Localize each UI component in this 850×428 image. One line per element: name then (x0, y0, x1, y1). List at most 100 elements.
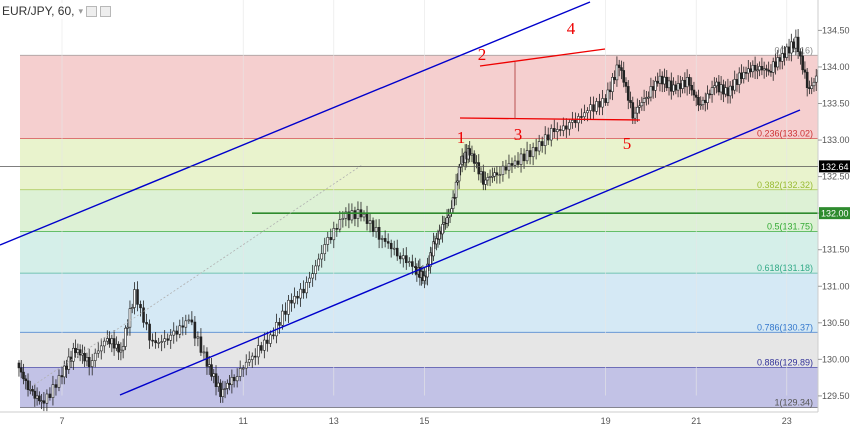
candle-body (771, 61, 775, 73)
candle-body (546, 134, 550, 141)
candle-body (235, 376, 239, 382)
candle-body (598, 101, 601, 108)
time-tick-label: 13 (329, 416, 339, 426)
candle-body (769, 70, 773, 73)
candle-body (429, 252, 432, 267)
candle-body (540, 141, 544, 146)
candle-body (169, 334, 173, 341)
candle-body (688, 77, 691, 86)
candle-body (453, 197, 456, 199)
chevron-down-icon[interactable]: ▾ (78, 5, 84, 16)
candle-body (284, 310, 287, 315)
candle-body (72, 347, 75, 362)
candle-body (356, 209, 360, 219)
channel-lower-line[interactable] (119, 109, 801, 396)
candle-body (272, 334, 275, 337)
candle-body (332, 228, 336, 241)
candle-body (498, 174, 502, 176)
candle-body (658, 75, 662, 84)
square-icon[interactable] (86, 5, 98, 17)
candle-body (414, 266, 417, 268)
candle-body (398, 255, 402, 260)
candle-body (74, 347, 77, 354)
price-tick-label: 132.50 (822, 172, 850, 182)
candle-body (649, 86, 653, 98)
candle-body (323, 244, 327, 255)
candle-body (620, 67, 623, 71)
candle-body (676, 83, 680, 91)
candle-body (187, 319, 191, 322)
candle-body (491, 175, 494, 178)
fib-level-label: 0.382(132.32) (757, 180, 813, 190)
candle-body (642, 98, 646, 103)
candle-body (35, 395, 39, 399)
candle-body (484, 179, 487, 185)
candle-body (67, 356, 71, 370)
price-tick-label: 129.50 (822, 391, 850, 401)
candle-body (90, 360, 94, 367)
candle-body (552, 128, 556, 133)
pattern-top-line[interactable] (479, 48, 606, 67)
support-price-label: 132.00 (821, 209, 849, 219)
candle-body (479, 171, 483, 175)
candle-body (495, 172, 499, 176)
candle-body (115, 343, 118, 349)
candle-body (629, 100, 632, 103)
candle-body (558, 129, 562, 131)
candle-body (571, 119, 574, 123)
candle-body (636, 106, 639, 114)
candle-body (404, 255, 408, 264)
candle-body (710, 87, 714, 95)
candle-body (228, 382, 231, 386)
candle-body (783, 53, 786, 58)
candle-body (48, 393, 52, 398)
candle-body (207, 364, 211, 367)
candle-body (660, 75, 664, 85)
candle-body (435, 238, 438, 245)
candle-body (196, 336, 200, 339)
candle-body (812, 81, 816, 87)
candle-body (33, 390, 37, 399)
gear-icon[interactable] (100, 5, 112, 17)
trend-lines[interactable] (0, 1, 818, 396)
candle-body (148, 323, 151, 341)
candle-body (314, 265, 317, 274)
candle-body (166, 338, 169, 341)
candle-body (507, 163, 511, 171)
candle-body (386, 241, 390, 244)
candle-body (690, 84, 693, 91)
candle-body (568, 122, 571, 130)
current-price-badge (819, 160, 850, 173)
candle-body (626, 86, 630, 101)
candle-body (281, 310, 284, 326)
candle-body (611, 77, 614, 93)
dotted-trend-line[interactable] (33, 164, 363, 386)
candle-body (708, 93, 712, 96)
candle-body (184, 320, 188, 328)
candle-body (522, 153, 526, 162)
candle-body (326, 237, 330, 245)
candle-body (374, 227, 378, 232)
candle-body (389, 242, 393, 250)
candle-body (742, 72, 746, 79)
candle-body (341, 217, 345, 220)
pattern-base-line[interactable] (459, 117, 641, 121)
candle-body (683, 79, 687, 88)
candle-body (724, 87, 727, 95)
candle-body (633, 112, 637, 119)
candle-body (624, 81, 628, 87)
candle-body (117, 343, 120, 353)
channel-upper-line[interactable] (0, 1, 591, 246)
candle-body (130, 307, 134, 309)
candle-body (42, 400, 46, 404)
candle-body (175, 330, 179, 335)
fib-zone (20, 332, 818, 368)
candle-body (694, 94, 698, 98)
wave-label: 2 (478, 45, 487, 64)
candle-body (799, 51, 802, 57)
candle-body (549, 128, 553, 141)
candle-body (475, 162, 478, 164)
